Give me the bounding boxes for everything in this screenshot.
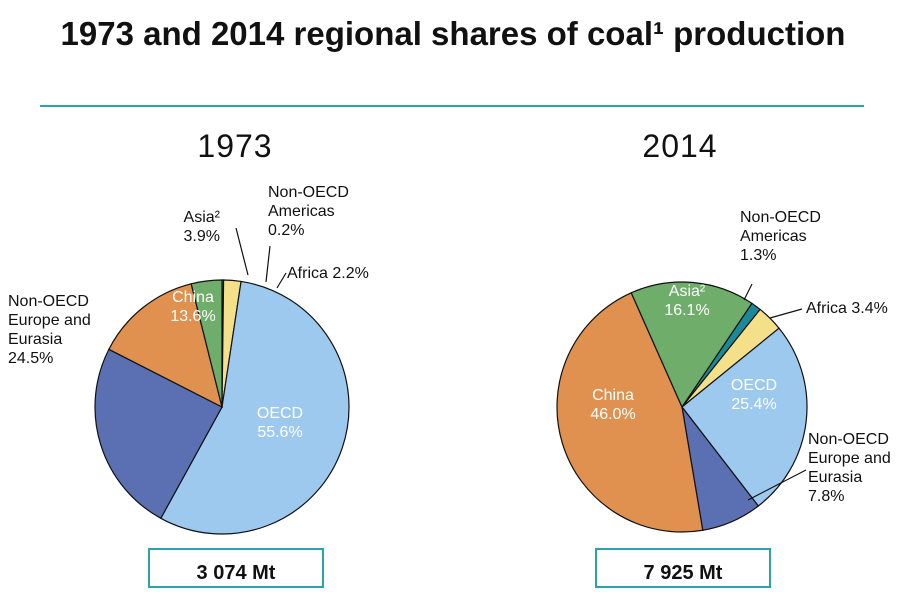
category-label: Non-OECD Europe and Eurasia: [808, 431, 891, 486]
slice-label: Asia² 16.1%: [652, 282, 722, 320]
chart-title: 1973: [197, 128, 273, 164]
total-box: 7 925 Mt: [595, 548, 771, 588]
slice-label: Asia² 3.9%: [160, 208, 220, 246]
slice-label: Non-OECD Europe and Eurasia 7.8%: [808, 430, 906, 506]
value-label: 13.6%: [170, 308, 216, 325]
category-label: China: [592, 387, 634, 404]
pie-slice: [108, 283, 223, 409]
slice-label: Africa 3.4%: [806, 299, 906, 318]
value-label: 16.1%: [664, 302, 710, 319]
category-label: China: [172, 289, 214, 306]
value-label: 7.8%: [808, 488, 845, 505]
slice-label: Non-OECD Americas 0.2%: [268, 183, 358, 240]
slice-label: Non-OECD Americas 1.3%: [740, 208, 830, 265]
leader-line: [265, 245, 271, 283]
category-label: Non-OECD Americas: [268, 184, 349, 220]
category-label: Africa: [806, 300, 847, 317]
category-label: Asia²: [668, 283, 706, 300]
pie-slice: [556, 291, 704, 533]
value-label: 3.9%: [183, 228, 220, 245]
pie-slice: [94, 348, 223, 520]
slice-label: OECD 55.6%: [240, 404, 320, 442]
page: {"title": "1973 and 2014 regional shares…: [8, 15, 906, 588]
leader-line: [743, 283, 753, 301]
leader-line: [747, 469, 807, 501]
pie-slice: [190, 279, 223, 408]
chart-title: 2014: [642, 128, 718, 164]
pie-slice: [160, 280, 350, 535]
chart: [40, 105, 864, 535]
value-label: 2.2%: [332, 265, 369, 282]
slice-label: China 46.0%: [578, 386, 648, 424]
value-label: 0.2%: [268, 222, 305, 239]
leader-line: [769, 308, 803, 319]
category-label: Non-OECD Europe and Eurasia: [8, 293, 91, 348]
category-label: Africa: [287, 265, 328, 282]
slice-label: Africa 2.2%: [287, 264, 417, 283]
pie-slice: [681, 327, 808, 507]
slice-label: China 13.6%: [158, 288, 228, 326]
value-label: 3.4%: [851, 300, 888, 317]
value-label: 1.3%: [740, 247, 777, 264]
leader-line: [276, 272, 287, 289]
category-label: OECD: [730, 377, 778, 394]
slice-label: OECD 25.4%: [714, 376, 794, 414]
category-label: Non-OECD Americas: [740, 209, 821, 245]
slice-label: Non-OECD Europe and Eurasia 24.5%: [8, 292, 108, 368]
page-title: 1973 and 2014 regional shares of coal¹ p…: [60, 15, 846, 52]
value-label: 46.0%: [590, 406, 636, 423]
category-label: Asia²: [183, 209, 220, 226]
category-label: OECD: [256, 405, 304, 422]
value-label: 25.4%: [731, 396, 777, 413]
total-box: 3 074 Mt: [148, 548, 324, 588]
value-label: 55.6%: [257, 424, 303, 441]
value-label: 24.5%: [8, 350, 54, 367]
leader-line: [235, 227, 249, 276]
